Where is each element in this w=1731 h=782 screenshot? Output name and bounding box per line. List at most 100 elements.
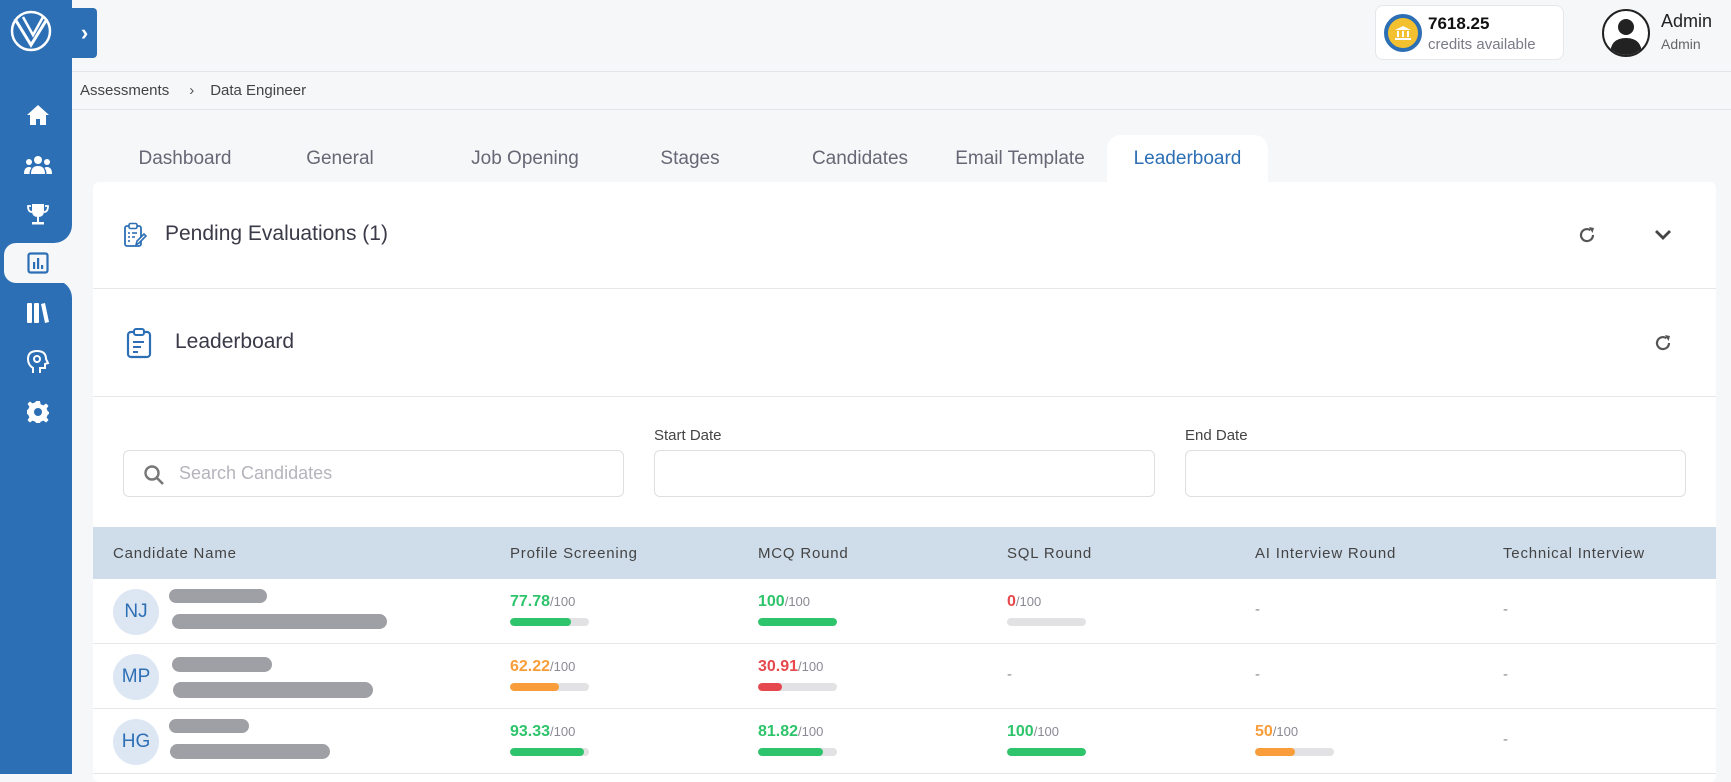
candidate-avatar: NJ bbox=[113, 589, 159, 635]
candidate-email-redacted bbox=[172, 614, 387, 629]
column-sql-round[interactable]: SQL Round bbox=[1007, 544, 1093, 562]
sidebar-toggle-button[interactable]: › bbox=[72, 8, 97, 58]
technical-score-empty: - bbox=[1503, 601, 1508, 618]
refresh-icon bbox=[1579, 227, 1595, 243]
mcq-progress-bar bbox=[758, 618, 837, 626]
column-ai-interview-round[interactable]: AI Interview Round bbox=[1255, 544, 1397, 562]
tab-stages[interactable]: Stages bbox=[660, 147, 720, 169]
end-date-label: End Date bbox=[1185, 427, 1248, 444]
head-gear-icon bbox=[26, 349, 50, 373]
column-profile-screening[interactable]: Profile Screening bbox=[510, 544, 638, 562]
tab-leaderboard[interactable]: Leaderboard bbox=[1107, 135, 1268, 182]
search-input[interactable] bbox=[123, 450, 624, 497]
mcq-progress-bar bbox=[758, 748, 837, 756]
leaderboard-refresh-button[interactable] bbox=[1649, 329, 1677, 357]
credits-label: credits available bbox=[1428, 36, 1536, 53]
sql-score: 0/100 bbox=[1007, 593, 1042, 610]
column-technical-interview[interactable]: Technical Interview bbox=[1503, 544, 1645, 562]
active-curve bbox=[52, 223, 72, 243]
pending-evaluations-section[interactable]: Pending Evaluations (1) bbox=[93, 182, 1716, 289]
table-row[interactable]: HG 93.33/100 81.82/100 100/100 50/100 - bbox=[93, 709, 1716, 774]
tab-general[interactable]: General bbox=[306, 147, 374, 169]
breadcrumb-assessments[interactable]: Assessments bbox=[80, 82, 170, 99]
sidebar-item-ai[interactable] bbox=[4, 342, 72, 382]
sidebar-item-library[interactable] bbox=[4, 293, 72, 333]
ai-score-empty: - bbox=[1255, 666, 1260, 683]
mcq-score: 100/100 bbox=[758, 593, 811, 610]
breadcrumb-current: Data Engineer bbox=[210, 82, 307, 99]
user-icon bbox=[1610, 19, 1642, 55]
technical-score-empty: - bbox=[1503, 731, 1508, 748]
pending-evaluations-title: Pending Evaluations (1) bbox=[165, 222, 388, 245]
tab-candidates[interactable]: Candidates bbox=[811, 147, 909, 169]
chevron-down-icon bbox=[1655, 230, 1671, 240]
tab-job-opening[interactable]: Job Opening bbox=[471, 147, 579, 169]
candidate-name-redacted bbox=[169, 719, 249, 733]
sidebar-item-leaderboard[interactable] bbox=[4, 194, 72, 234]
breadcrumb-separator-icon: › bbox=[189, 82, 195, 99]
coin-icon bbox=[1384, 14, 1422, 52]
breadcrumb: Assessments › Data Engineer bbox=[72, 72, 1731, 110]
start-date-input[interactable] bbox=[654, 450, 1155, 497]
mcq-progress-bar bbox=[758, 683, 837, 691]
user-name: Admin bbox=[1661, 11, 1713, 31]
chart-icon bbox=[27, 252, 49, 274]
sql-score-empty: - bbox=[1007, 666, 1012, 683]
start-date-label: Start Date bbox=[654, 427, 722, 444]
trophy-icon bbox=[27, 204, 49, 225]
candidate-name-redacted bbox=[172, 657, 272, 672]
candidate-avatar: HG bbox=[113, 719, 159, 765]
column-mcq-round[interactable]: MCQ Round bbox=[758, 544, 849, 562]
table-row[interactable]: MP 62.22/100 30.91/100 - - - bbox=[93, 644, 1716, 709]
logo-icon bbox=[10, 10, 52, 52]
user-role: Admin bbox=[1661, 36, 1701, 52]
leaderboard-title: Leaderboard bbox=[175, 330, 295, 353]
clipboard-edit-icon bbox=[124, 222, 147, 247]
ai-score: 50/100 bbox=[1255, 723, 1299, 740]
top-header bbox=[72, 0, 1731, 72]
leaderboard-section-header: Leaderboard bbox=[93, 289, 1716, 397]
sql-score: 100/100 bbox=[1007, 723, 1060, 740]
sidebar-item-home[interactable] bbox=[4, 95, 72, 135]
tab-email-template[interactable]: Email Template bbox=[955, 147, 1085, 169]
profile-progress-bar bbox=[510, 683, 589, 691]
candidate-email-redacted bbox=[173, 682, 373, 698]
mcq-score: 30.91/100 bbox=[758, 658, 824, 675]
home-icon bbox=[27, 105, 49, 125]
sidebar bbox=[0, 0, 72, 774]
sidebar-item-assessments[interactable] bbox=[4, 243, 72, 283]
sidebar-item-candidates[interactable] bbox=[4, 145, 72, 185]
credits-badge: 7618.25 credits available bbox=[1375, 5, 1564, 60]
technical-score-empty: - bbox=[1503, 666, 1508, 683]
profile-progress-bar bbox=[510, 748, 589, 756]
sidebar-item-settings[interactable] bbox=[4, 392, 72, 432]
profile-score: 62.22/100 bbox=[510, 658, 576, 675]
books-icon bbox=[27, 303, 49, 323]
user-avatar[interactable] bbox=[1602, 9, 1650, 57]
active-curve bbox=[52, 280, 72, 300]
ai-progress-bar bbox=[1255, 748, 1334, 756]
chevron-right-icon: › bbox=[80, 20, 89, 45]
pending-refresh-button[interactable] bbox=[1573, 221, 1601, 249]
candidate-avatar: MP bbox=[113, 654, 159, 700]
search-icon bbox=[144, 465, 164, 485]
table-row[interactable]: NJ 77.78/100 100/100 0/100 - - bbox=[93, 579, 1716, 644]
profile-score: 77.78/100 bbox=[510, 593, 576, 610]
refresh-icon bbox=[1655, 335, 1671, 351]
mcq-score: 81.82/100 bbox=[758, 723, 824, 740]
sql-progress-bar bbox=[1007, 618, 1086, 626]
profile-score: 93.33/100 bbox=[510, 723, 576, 740]
sql-progress-bar bbox=[1007, 748, 1086, 756]
gear-icon bbox=[27, 401, 49, 423]
end-date-input[interactable] bbox=[1185, 450, 1686, 497]
ai-score-empty: - bbox=[1255, 601, 1260, 618]
candidate-name-redacted bbox=[169, 589, 267, 603]
content-card: Pending Evaluations (1) Leaderboard Star… bbox=[93, 182, 1716, 782]
column-candidate-name[interactable]: Candidate Name bbox=[113, 544, 237, 562]
tab-dashboard[interactable]: Dashboard bbox=[138, 147, 232, 169]
clipboard-list-icon bbox=[126, 328, 152, 359]
credits-value: 7618.25 bbox=[1428, 14, 1490, 33]
users-icon bbox=[24, 156, 52, 174]
table-header: Candidate Name Profile Screening MCQ Rou… bbox=[93, 527, 1716, 579]
pending-expand-button[interactable] bbox=[1649, 221, 1677, 249]
